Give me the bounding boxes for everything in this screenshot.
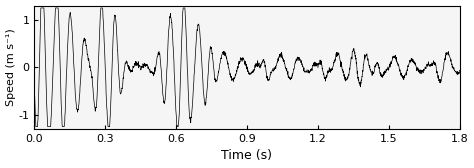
X-axis label: Time (s): Time (s) xyxy=(221,150,273,162)
Y-axis label: Speed (m s⁻¹): Speed (m s⁻¹) xyxy=(6,28,16,106)
